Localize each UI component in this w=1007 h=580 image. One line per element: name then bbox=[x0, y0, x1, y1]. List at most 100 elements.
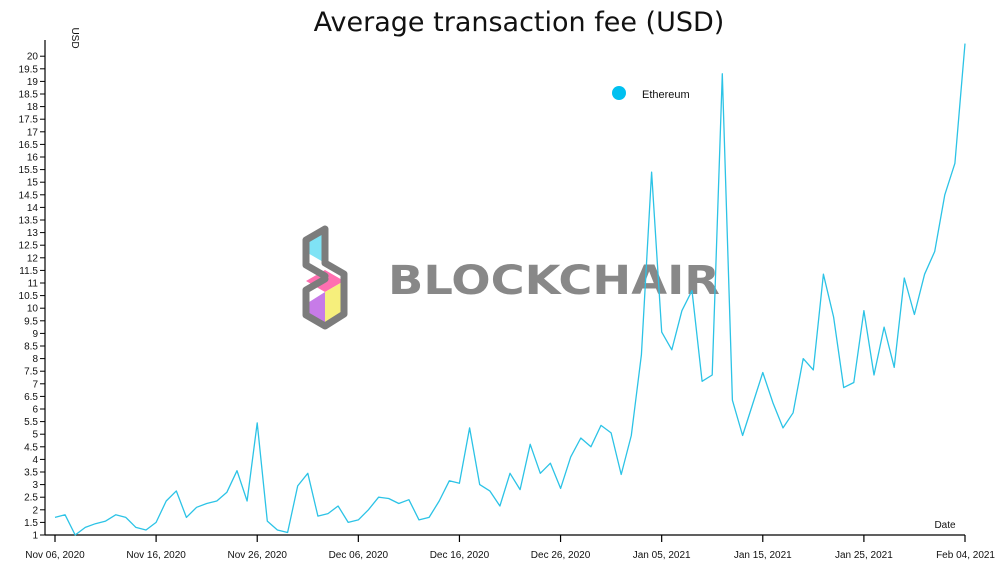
data-point bbox=[246, 500, 249, 503]
data-point bbox=[185, 516, 188, 519]
data-point bbox=[357, 518, 360, 521]
data-point bbox=[397, 502, 400, 505]
data-point bbox=[579, 437, 582, 440]
y-tick-label: 9.5 bbox=[24, 316, 38, 327]
data-point bbox=[964, 42, 967, 45]
x-tick-label: Jan 25, 2021 bbox=[835, 550, 893, 561]
y-tick-label: 4.5 bbox=[24, 442, 38, 453]
data-point bbox=[458, 482, 461, 485]
data-point bbox=[903, 277, 906, 280]
y-tick-label: 11.5 bbox=[19, 266, 38, 277]
data-point bbox=[509, 472, 512, 475]
data-point bbox=[225, 491, 228, 494]
data-point bbox=[832, 316, 835, 319]
data-point bbox=[751, 403, 754, 406]
y-tick-label: 15.5 bbox=[19, 165, 39, 176]
x-tick-label: Jan 15, 2021 bbox=[734, 550, 792, 561]
data-point bbox=[670, 348, 673, 351]
data-point bbox=[519, 488, 522, 491]
y-axis-ticks: 11.522.533.544.555.566.577.588.599.51010… bbox=[19, 52, 45, 542]
data-point bbox=[94, 522, 97, 525]
x-tick-label: Nov 16, 2020 bbox=[126, 550, 186, 561]
data-point bbox=[913, 313, 916, 316]
data-point bbox=[923, 273, 926, 276]
data-point bbox=[761, 371, 764, 374]
y-tick-label: 17.5 bbox=[19, 115, 39, 126]
data-point bbox=[155, 521, 158, 524]
data-point bbox=[124, 516, 127, 519]
x-axis-label: Date bbox=[934, 520, 956, 531]
data-point bbox=[306, 472, 309, 475]
data-point bbox=[195, 506, 198, 509]
data-point bbox=[953, 162, 956, 165]
series-line-ethereum bbox=[54, 43, 966, 536]
y-tick-label: 17 bbox=[27, 127, 39, 138]
data-point bbox=[630, 434, 633, 437]
data-point bbox=[771, 401, 774, 404]
x-tick-label: Dec 06, 2020 bbox=[329, 550, 389, 561]
data-point bbox=[701, 380, 704, 383]
data-point bbox=[943, 193, 946, 196]
watermark-text: BLOCKCHAIR bbox=[388, 258, 720, 304]
data-point bbox=[266, 520, 269, 523]
y-tick-label: 18 bbox=[27, 102, 39, 113]
y-tick-label: 15 bbox=[27, 178, 39, 189]
y-tick-label: 2 bbox=[32, 505, 38, 516]
data-point bbox=[620, 473, 623, 476]
y-tick-label: 14.5 bbox=[19, 190, 39, 201]
data-point bbox=[205, 502, 208, 505]
y-tick-label: 19.5 bbox=[19, 64, 39, 75]
y-tick-label: 3 bbox=[32, 480, 38, 491]
y-tick-label: 16 bbox=[27, 153, 39, 164]
data-point bbox=[337, 505, 340, 508]
data-point bbox=[347, 521, 350, 524]
y-tick-label: 7 bbox=[32, 379, 38, 390]
data-point bbox=[802, 357, 805, 360]
data-point bbox=[327, 512, 330, 515]
data-point bbox=[438, 500, 441, 503]
data-point bbox=[387, 497, 390, 500]
data-point bbox=[549, 462, 552, 465]
chart-title: Average transaction fee (USD) bbox=[314, 7, 725, 38]
y-tick-label: 12.5 bbox=[19, 241, 39, 252]
data-point bbox=[236, 469, 239, 472]
data-point bbox=[660, 331, 663, 334]
data-point bbox=[428, 516, 431, 519]
data-point bbox=[883, 326, 886, 329]
legend-marker-ethereum bbox=[612, 86, 626, 100]
data-point bbox=[822, 273, 825, 276]
data-point bbox=[175, 489, 178, 492]
data-point bbox=[165, 500, 168, 503]
data-point bbox=[862, 309, 865, 312]
y-tick-label: 12 bbox=[27, 253, 39, 264]
data-point bbox=[741, 434, 744, 437]
data-point bbox=[418, 518, 421, 521]
y-tick-label: 4 bbox=[32, 455, 38, 466]
data-point bbox=[792, 411, 795, 414]
x-axis-ticks: Nov 06, 2020 Nov 16, 2020 Nov 26, 2020 Dec … bbox=[25, 535, 995, 561]
y-tick-label: 7.5 bbox=[24, 367, 38, 378]
data-point bbox=[812, 368, 815, 371]
x-tick-label: Dec 26, 2020 bbox=[531, 550, 591, 561]
data-point bbox=[569, 455, 572, 458]
y-tick-label: 8.5 bbox=[24, 342, 38, 353]
y-tick-label: 10 bbox=[27, 304, 39, 315]
data-point bbox=[711, 374, 714, 377]
y-tick-label: 13.5 bbox=[19, 216, 39, 227]
data-point bbox=[74, 534, 77, 537]
legend-label-ethereum: Ethereum bbox=[642, 89, 690, 101]
data-point bbox=[893, 366, 896, 369]
data-point bbox=[589, 445, 592, 448]
data-point bbox=[680, 309, 683, 312]
y-tick-label: 18.5 bbox=[19, 90, 39, 101]
data-point bbox=[731, 399, 734, 402]
y-axis-label: USD bbox=[69, 27, 80, 48]
data-point bbox=[488, 489, 491, 492]
y-tick-label: 19 bbox=[27, 77, 39, 88]
data-point bbox=[852, 381, 855, 384]
data-point bbox=[215, 500, 218, 503]
data-point bbox=[54, 516, 57, 519]
x-tick-label: Dec 16, 2020 bbox=[430, 550, 490, 561]
legend: Ethereum bbox=[612, 86, 690, 101]
